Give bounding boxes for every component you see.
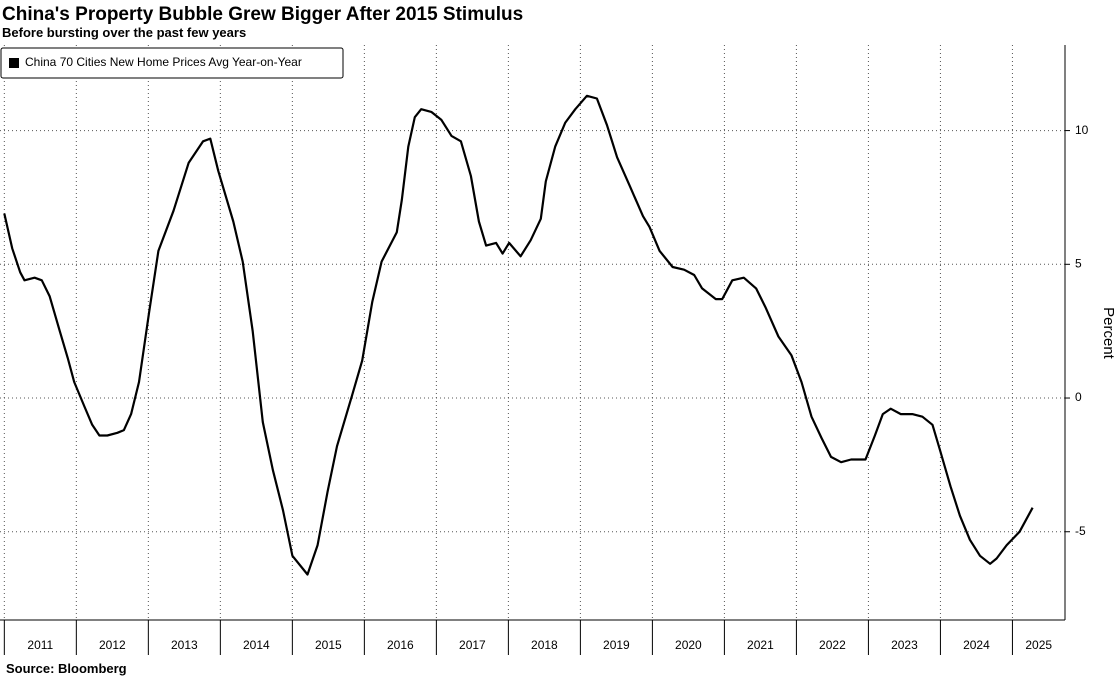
- x-tick-label: 2012: [99, 638, 126, 652]
- legend-label: China 70 Cities New Home Prices Avg Year…: [25, 55, 302, 69]
- x-tick-label: 2011: [27, 638, 53, 652]
- x-tick-label: 2019: [603, 638, 630, 652]
- x-tick-label: 2022: [819, 638, 846, 652]
- x-tick-label: 2023: [891, 638, 918, 652]
- x-tick-label: 2013: [171, 638, 198, 652]
- x-tick-label: 2017: [459, 638, 486, 652]
- x-tick-label: 2021: [747, 638, 774, 652]
- y-tick-label: -5: [1075, 524, 1086, 538]
- y-tick-label: 10: [1075, 123, 1089, 137]
- x-tick-label: 2014: [243, 638, 270, 652]
- source: Source: Bloomberg: [6, 661, 127, 676]
- line: [3, 94, 1034, 576]
- chart-title: China's Property Bubble Grew Bigger Afte…: [2, 4, 523, 25]
- y-tick-label: 0: [1075, 390, 1082, 404]
- x-tick-label: 2024: [963, 638, 990, 652]
- y-tick-label: 5: [1075, 256, 1082, 270]
- x-tick-label: 2025: [1025, 638, 1052, 652]
- x-tick-label: 2020: [675, 638, 702, 652]
- legend-swatch: [9, 58, 19, 68]
- x-tick-label: 2015: [315, 638, 342, 652]
- y-axis-label: Percent: [1100, 307, 1117, 360]
- x-tick-label: 2016: [387, 638, 414, 652]
- chart-subtitle: Before bursting over the past few years: [2, 25, 246, 40]
- x-tick-label: 2018: [531, 638, 558, 652]
- legend-box: [0, 47, 344, 79]
